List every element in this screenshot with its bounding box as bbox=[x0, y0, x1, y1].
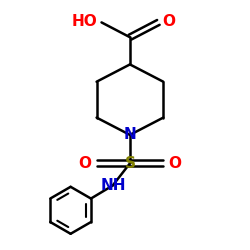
Text: O: O bbox=[78, 156, 92, 171]
Text: N: N bbox=[124, 128, 136, 142]
Text: O: O bbox=[168, 156, 181, 171]
Text: NH: NH bbox=[101, 178, 127, 193]
Text: O: O bbox=[162, 14, 175, 29]
Text: HO: HO bbox=[72, 14, 98, 29]
Text: S: S bbox=[124, 156, 136, 171]
